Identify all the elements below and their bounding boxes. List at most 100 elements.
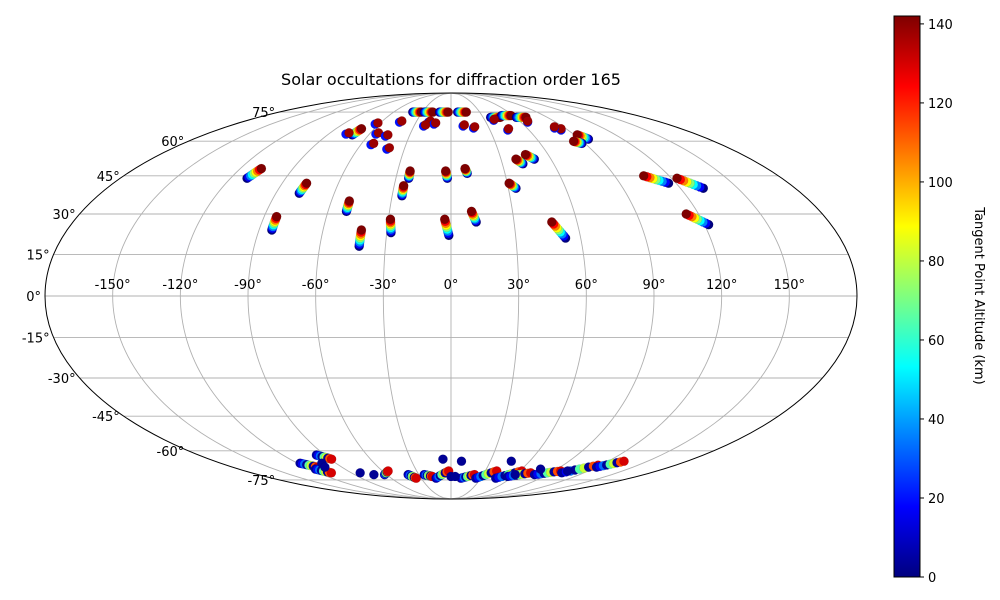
colorbar-label: Tangent Point Altitude (km) bbox=[971, 206, 986, 384]
lon-tick-label-10: 150° bbox=[774, 278, 805, 293]
lon-tick-label-9: 120° bbox=[706, 278, 737, 293]
south-point-426 bbox=[456, 456, 467, 467]
lon-tick-label-6: 30° bbox=[507, 278, 530, 293]
north-marker-point-264 bbox=[397, 116, 407, 126]
north-marker-point-280 bbox=[368, 138, 379, 149]
south-point-423 bbox=[355, 468, 365, 478]
lat-tick-label-3: 30° bbox=[53, 208, 76, 223]
occultation-point-8 bbox=[256, 163, 267, 174]
south-point-430 bbox=[562, 466, 573, 476]
lat-tick-label-5: 0° bbox=[26, 290, 41, 305]
south-point-424 bbox=[369, 469, 379, 480]
map-outline bbox=[44, 92, 858, 500]
occultation-point-116 bbox=[504, 178, 514, 189]
occultation-point-53 bbox=[385, 214, 396, 225]
colorbar-bar bbox=[893, 15, 921, 578]
north-edge-point-233 bbox=[461, 107, 472, 117]
south-track-point-330 bbox=[383, 466, 393, 476]
colorbar-tick-label-6: 120 bbox=[928, 97, 953, 112]
lon-tick-label-2: -90° bbox=[234, 278, 262, 293]
south-track-point-312 bbox=[326, 454, 337, 464]
lat-tick-label-0: 75° bbox=[252, 106, 275, 121]
occultation-point-179 bbox=[356, 123, 367, 134]
lon-tick-label-7: 60° bbox=[575, 278, 598, 293]
lat-tick-label-4: 15° bbox=[27, 248, 50, 263]
north-marker-point-286 bbox=[522, 116, 533, 126]
lon-tick-label-5: 0° bbox=[444, 278, 459, 293]
lon-gridline-2 bbox=[247, 93, 452, 499]
lat-tick-label-10: -75° bbox=[247, 474, 275, 489]
graticule-grid bbox=[45, 93, 857, 499]
lat-tick-label-1: 60° bbox=[161, 135, 184, 150]
lon-tick-label-1: -120° bbox=[162, 278, 198, 293]
occultation-point-98 bbox=[460, 163, 470, 174]
south-point-422 bbox=[320, 462, 330, 472]
colorbar-tick-label-1: 20 bbox=[928, 492, 945, 507]
chart-title: Solar occultations for diffraction order… bbox=[281, 70, 621, 89]
lat-tick-label-7: -30° bbox=[48, 372, 76, 387]
lat-tick-label-8: -45° bbox=[92, 410, 120, 425]
north-marker-point-284 bbox=[503, 123, 514, 134]
occultation-point-107 bbox=[466, 206, 477, 217]
lon-gridline-6 bbox=[450, 93, 520, 499]
colorbar-tick-label-0: 0 bbox=[928, 571, 936, 586]
occultation-point-71 bbox=[405, 166, 415, 176]
occultation-point-26 bbox=[271, 211, 282, 222]
occultation-point-134 bbox=[520, 149, 531, 160]
north-edge-point-224 bbox=[443, 107, 453, 117]
south-track-point-339 bbox=[411, 473, 421, 484]
occultation-point-89 bbox=[439, 214, 450, 225]
lon-gridline-0 bbox=[112, 93, 452, 499]
south-track-point-420 bbox=[619, 456, 629, 467]
occultation-point-170 bbox=[681, 209, 692, 219]
north-marker-point-282 bbox=[489, 114, 500, 124]
colorbar-tick-label-4: 80 bbox=[928, 255, 945, 270]
lon-gridline-10 bbox=[450, 93, 790, 499]
occultation-point-125 bbox=[511, 154, 521, 164]
occultation-point-152 bbox=[638, 171, 649, 181]
occultation-point-197 bbox=[568, 136, 579, 147]
occultation-point-80 bbox=[440, 166, 451, 176]
lon-gridline-9 bbox=[450, 93, 723, 499]
south-point-432 bbox=[450, 471, 460, 482]
colorbar-ticks: 0 20 40 60 80 100 120 140 bbox=[920, 18, 953, 586]
colorbar-tick-label-7: 140 bbox=[928, 18, 953, 33]
lon-gridline-3 bbox=[315, 93, 452, 499]
colorbar-tick-label-2: 40 bbox=[928, 413, 945, 428]
occultation-point-35 bbox=[344, 196, 355, 206]
south-point-427 bbox=[506, 456, 517, 467]
occultation-point-62 bbox=[398, 180, 409, 191]
south-point-429 bbox=[535, 464, 546, 474]
north-marker-point-274 bbox=[469, 122, 480, 132]
north-marker-point-294 bbox=[384, 142, 395, 153]
north-marker-point-262 bbox=[373, 118, 383, 128]
colorbar: 0 20 40 60 80 100 120 140 Tangent Point Altitud… bbox=[893, 15, 986, 586]
south-point-425 bbox=[438, 454, 448, 464]
north-marker-point-278 bbox=[383, 130, 393, 140]
north-marker-point-292 bbox=[344, 128, 354, 138]
north-marker-point-272 bbox=[459, 120, 470, 130]
lon-tick-label-8: 90° bbox=[642, 278, 665, 293]
south-track-point-321 bbox=[326, 468, 337, 478]
north-marker-point-290 bbox=[549, 122, 560, 132]
occultation-point-143 bbox=[547, 217, 557, 227]
colorbar-tick-label-3: 60 bbox=[928, 334, 945, 349]
longitude-tick-labels: -150° -120° -90° -60° -30° 0° 30° 60° 90° 120° 150… bbox=[95, 278, 805, 293]
south-point-428 bbox=[510, 469, 521, 480]
lon-gridline-4 bbox=[382, 93, 452, 499]
lon-tick-label-0: -150° bbox=[95, 278, 131, 293]
latitude-tick-labels: 75° 60° 45° 30° 15° 0° -15° -30° -45° -60° -75° bbox=[22, 106, 275, 489]
occultation-point-44 bbox=[356, 225, 367, 235]
occultation-point-161 bbox=[672, 173, 682, 184]
lon-tick-label-4: -30° bbox=[369, 278, 397, 293]
occultation-point-17 bbox=[301, 178, 312, 189]
lat-tick-label-6: -15° bbox=[22, 332, 50, 347]
lon-gridline-1 bbox=[179, 93, 452, 499]
colorbar-tick-label-5: 100 bbox=[928, 176, 953, 191]
lat-tick-label-9: -60° bbox=[157, 445, 185, 460]
lon-gridline-7 bbox=[450, 93, 587, 499]
north-marker-point-270 bbox=[420, 120, 431, 130]
lat-tick-label-2: 45° bbox=[97, 170, 120, 185]
lon-tick-label-3: -60° bbox=[302, 278, 330, 293]
